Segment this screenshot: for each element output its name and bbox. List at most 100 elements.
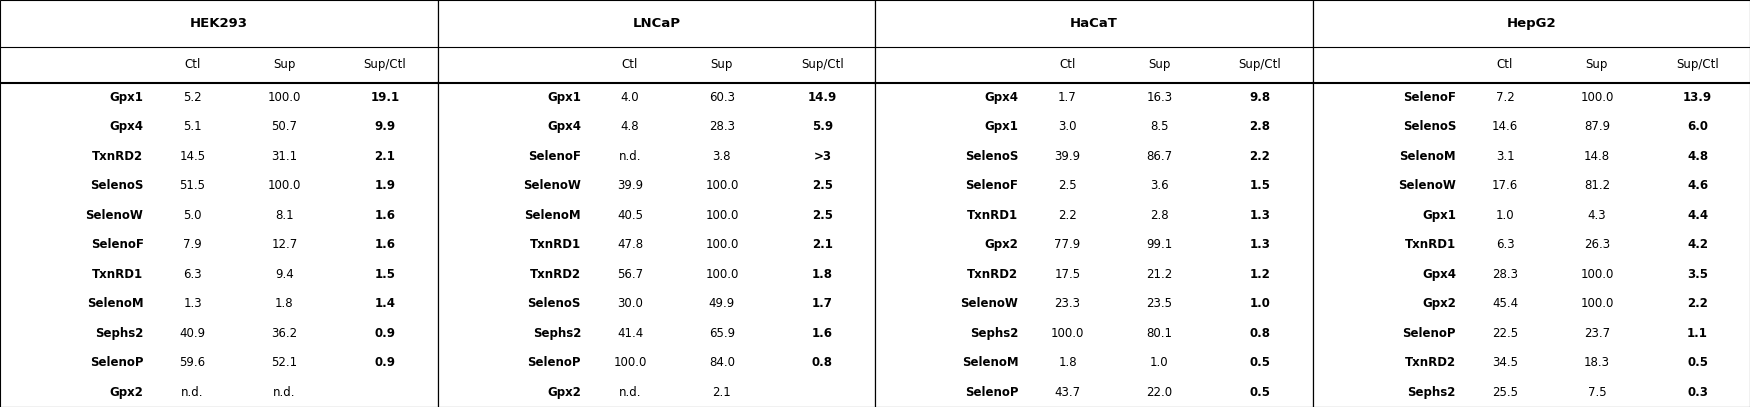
- Text: TxnRD1: TxnRD1: [968, 209, 1018, 222]
- Text: Sup/Ctl: Sup/Ctl: [1239, 58, 1281, 71]
- Text: 13.9: 13.9: [1684, 91, 1712, 104]
- Text: 28.3: 28.3: [1493, 268, 1517, 281]
- Text: 4.3: 4.3: [1587, 209, 1606, 222]
- Text: 14.8: 14.8: [1584, 150, 1610, 163]
- Text: n.d.: n.d.: [620, 386, 640, 399]
- Text: 1.6: 1.6: [374, 239, 396, 251]
- Text: Ctl: Ctl: [184, 58, 201, 71]
- Text: HEK293: HEK293: [189, 17, 248, 30]
- Text: 7.9: 7.9: [184, 239, 201, 251]
- Text: 25.5: 25.5: [1493, 386, 1517, 399]
- Text: TxnRD2: TxnRD2: [968, 268, 1018, 281]
- Text: 8.5: 8.5: [1150, 120, 1169, 133]
- Text: 23.5: 23.5: [1146, 297, 1172, 310]
- Text: 81.2: 81.2: [1584, 179, 1610, 193]
- Text: SelenoW: SelenoW: [86, 209, 144, 222]
- Text: 21.2: 21.2: [1146, 268, 1172, 281]
- Text: 4.8: 4.8: [1687, 150, 1708, 163]
- Text: 12.7: 12.7: [271, 239, 298, 251]
- Text: 4.4: 4.4: [1687, 209, 1708, 222]
- Text: 1.5: 1.5: [374, 268, 396, 281]
- Text: Ctl: Ctl: [1496, 58, 1514, 71]
- Text: Sup/Ctl: Sup/Ctl: [802, 58, 844, 71]
- Text: 2.8: 2.8: [1250, 120, 1270, 133]
- Text: SelenoF: SelenoF: [1404, 91, 1456, 104]
- Text: 0.5: 0.5: [1250, 356, 1270, 369]
- Text: 2.5: 2.5: [1059, 179, 1076, 193]
- Text: 100.0: 100.0: [1050, 327, 1085, 340]
- Text: Gpx1: Gpx1: [1423, 209, 1456, 222]
- Text: 59.6: 59.6: [180, 356, 205, 369]
- Text: HaCaT: HaCaT: [1069, 17, 1118, 30]
- Text: 100.0: 100.0: [705, 179, 738, 193]
- Text: 86.7: 86.7: [1146, 150, 1172, 163]
- Text: 2.2: 2.2: [1687, 297, 1708, 310]
- Text: 0.9: 0.9: [374, 356, 396, 369]
- Text: 7.2: 7.2: [1496, 91, 1514, 104]
- Text: Gpx2: Gpx2: [985, 239, 1018, 251]
- Text: 1.3: 1.3: [1250, 209, 1270, 222]
- Text: 7.5: 7.5: [1587, 386, 1606, 399]
- Text: 22.0: 22.0: [1146, 386, 1172, 399]
- Text: 2.1: 2.1: [374, 150, 396, 163]
- Text: Sup: Sup: [1148, 58, 1171, 71]
- Text: Ctl: Ctl: [1059, 58, 1076, 71]
- Text: Sup/Ctl: Sup/Ctl: [1676, 58, 1718, 71]
- Text: 1.0: 1.0: [1250, 297, 1270, 310]
- Text: 5.2: 5.2: [184, 91, 201, 104]
- Text: SelenoM: SelenoM: [88, 297, 144, 310]
- Text: 39.9: 39.9: [1055, 150, 1080, 163]
- Text: Sup: Sup: [273, 58, 296, 71]
- Text: 9.8: 9.8: [1250, 91, 1270, 104]
- Text: Sephs2: Sephs2: [1407, 386, 1456, 399]
- Text: Gpx2: Gpx2: [110, 386, 144, 399]
- Text: TxnRD1: TxnRD1: [530, 239, 581, 251]
- Text: SelenoS: SelenoS: [1404, 120, 1456, 133]
- Bar: [1312, 0, 1750, 407]
- Text: 1.6: 1.6: [812, 327, 833, 340]
- Text: 6.0: 6.0: [1687, 120, 1708, 133]
- Text: 39.9: 39.9: [618, 179, 642, 193]
- Text: 14.5: 14.5: [180, 150, 205, 163]
- Text: 18.3: 18.3: [1584, 356, 1610, 369]
- Text: 17.5: 17.5: [1055, 268, 1080, 281]
- Text: 4.2: 4.2: [1687, 239, 1708, 251]
- Text: 1.7: 1.7: [812, 297, 833, 310]
- Text: n.d.: n.d.: [620, 150, 640, 163]
- Text: TxnRD2: TxnRD2: [530, 268, 581, 281]
- Text: 1.8: 1.8: [1059, 356, 1076, 369]
- Text: SelenoM: SelenoM: [525, 209, 581, 222]
- Text: 1.7: 1.7: [1059, 91, 1076, 104]
- Text: 40.9: 40.9: [180, 327, 205, 340]
- Text: 1.2: 1.2: [1250, 268, 1270, 281]
- Text: 9.4: 9.4: [275, 268, 294, 281]
- Text: 0.8: 0.8: [812, 356, 833, 369]
- Text: 2.5: 2.5: [812, 209, 833, 222]
- Text: 26.3: 26.3: [1584, 239, 1610, 251]
- Text: 84.0: 84.0: [709, 356, 735, 369]
- Text: Gpx4: Gpx4: [1423, 268, 1456, 281]
- Text: 0.3: 0.3: [1687, 386, 1708, 399]
- Text: 30.0: 30.0: [618, 297, 642, 310]
- Bar: [438, 0, 875, 407]
- Bar: [0, 0, 438, 407]
- Text: 9.9: 9.9: [374, 120, 396, 133]
- Text: 45.4: 45.4: [1493, 297, 1517, 310]
- Text: Sup: Sup: [710, 58, 733, 71]
- Text: 34.5: 34.5: [1493, 356, 1517, 369]
- Text: HepG2: HepG2: [1507, 17, 1556, 30]
- Text: 51.5: 51.5: [180, 179, 205, 193]
- Text: 5.0: 5.0: [184, 209, 201, 222]
- Text: 1.6: 1.6: [374, 209, 396, 222]
- Text: 1.9: 1.9: [374, 179, 396, 193]
- Text: 16.3: 16.3: [1146, 91, 1172, 104]
- Text: 43.7: 43.7: [1055, 386, 1080, 399]
- Text: Sephs2: Sephs2: [970, 327, 1018, 340]
- Text: 100.0: 100.0: [612, 356, 648, 369]
- Text: 52.1: 52.1: [271, 356, 298, 369]
- Text: TxnRD1: TxnRD1: [1405, 239, 1456, 251]
- Text: 3.1: 3.1: [1496, 150, 1514, 163]
- Text: Gpx4: Gpx4: [548, 120, 581, 133]
- Text: 23.3: 23.3: [1055, 297, 1080, 310]
- Text: 1.5: 1.5: [1250, 179, 1270, 193]
